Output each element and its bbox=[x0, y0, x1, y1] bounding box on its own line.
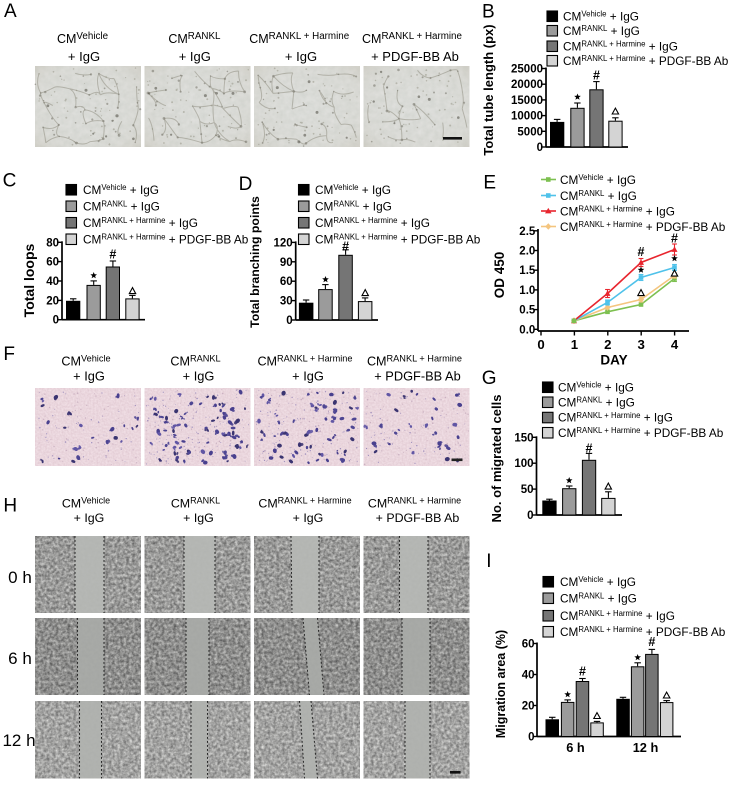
svg-text:2.5: 2.5 bbox=[519, 226, 536, 238]
svg-text:2.0: 2.0 bbox=[519, 246, 535, 258]
svg-text:+ IgG: + IgG bbox=[179, 49, 211, 64]
svg-text:40: 40 bbox=[46, 276, 59, 288]
svg-text:G: G bbox=[482, 368, 497, 389]
svg-text:#: # bbox=[579, 665, 586, 679]
svg-text:+ IgG: + IgG bbox=[68, 49, 100, 64]
svg-text:60: 60 bbox=[280, 276, 293, 288]
svg-text:5000: 5000 bbox=[517, 126, 543, 138]
svg-text:+ IgG: + IgG bbox=[292, 369, 324, 384]
svg-text:+ PDGF-BB Ab: + PDGF-BB Ab bbox=[376, 511, 460, 525]
svg-text:1.5: 1.5 bbox=[519, 265, 536, 277]
svg-text:Total loops: Total loops bbox=[21, 243, 37, 317]
svg-text:+ IgG: + IgG bbox=[74, 511, 105, 525]
svg-text:15000: 15000 bbox=[511, 95, 543, 107]
svg-text:E: E bbox=[483, 173, 496, 194]
svg-text:0: 0 bbox=[527, 510, 533, 522]
svg-text:2: 2 bbox=[604, 337, 611, 352]
svg-text:120: 120 bbox=[274, 237, 293, 249]
svg-text:40: 40 bbox=[522, 670, 535, 682]
svg-text:#: # bbox=[109, 248, 116, 262]
svg-text:1: 1 bbox=[571, 337, 578, 352]
svg-text:+ IgG: + IgG bbox=[285, 49, 317, 64]
svg-text:0.0: 0.0 bbox=[519, 324, 535, 336]
svg-text:+ IgG: + IgG bbox=[293, 511, 324, 525]
svg-text:4: 4 bbox=[671, 337, 679, 352]
svg-text:12 h: 12 h bbox=[633, 740, 659, 755]
svg-text:A: A bbox=[4, 1, 17, 22]
svg-text:20000: 20000 bbox=[511, 79, 543, 91]
svg-text:25000: 25000 bbox=[511, 64, 543, 76]
svg-text:+ IgG: + IgG bbox=[183, 369, 215, 384]
svg-text:1.0: 1.0 bbox=[519, 285, 535, 297]
svg-text:60: 60 bbox=[46, 257, 59, 269]
svg-text:Total tube length (px): Total tube length (px) bbox=[481, 24, 496, 155]
svg-text:C: C bbox=[3, 171, 17, 192]
svg-text:No. of migrated cells: No. of migrated cells bbox=[489, 395, 504, 523]
svg-text:#: # bbox=[648, 635, 655, 649]
svg-text:80: 80 bbox=[46, 237, 59, 249]
svg-text:+ PDGF-BB Ab: + PDGF-BB Ab bbox=[371, 49, 459, 64]
svg-text:20: 20 bbox=[46, 295, 59, 307]
svg-text:100: 100 bbox=[514, 458, 533, 470]
svg-text:#: # bbox=[586, 442, 593, 456]
svg-text:12 h: 12 h bbox=[2, 731, 35, 750]
svg-text:I: I bbox=[486, 551, 491, 572]
svg-text:+ PDGF-BB Ab: + PDGF-BB Ab bbox=[374, 369, 460, 384]
svg-text:#: # bbox=[638, 245, 645, 259]
svg-text:0: 0 bbox=[537, 337, 544, 352]
svg-text:150: 150 bbox=[514, 432, 533, 444]
svg-text:90: 90 bbox=[280, 257, 293, 269]
svg-text:H: H bbox=[3, 496, 17, 517]
svg-text:3: 3 bbox=[638, 337, 645, 352]
svg-text:CMVehicle + IgG: CMVehicle + IgG bbox=[83, 183, 159, 197]
svg-text:D: D bbox=[239, 174, 253, 195]
svg-text:#: # bbox=[671, 232, 678, 246]
svg-text:F: F bbox=[3, 344, 15, 365]
svg-text:0: 0 bbox=[528, 732, 534, 744]
svg-text:0: 0 bbox=[537, 142, 543, 154]
svg-text:50: 50 bbox=[521, 484, 534, 496]
svg-text:B: B bbox=[482, 2, 495, 23]
svg-text:0 h: 0 h bbox=[8, 568, 32, 587]
svg-text:20: 20 bbox=[522, 701, 535, 713]
svg-text:Total branching points: Total branching points bbox=[248, 196, 262, 328]
svg-text:OD 450: OD 450 bbox=[492, 252, 507, 299]
svg-text:10000: 10000 bbox=[511, 111, 543, 123]
svg-text:DAY: DAY bbox=[600, 353, 627, 368]
svg-text:CMRANKL + IgG: CMRANKL + IgG bbox=[563, 24, 640, 38]
svg-text:#: # bbox=[593, 69, 600, 83]
svg-text:Migration area (%): Migration area (%) bbox=[494, 630, 508, 738]
svg-text:CMRANKL + Harmine + PDGF-BB Ab: CMRANKL + Harmine + PDGF-BB Ab bbox=[315, 232, 481, 246]
svg-text:0.5: 0.5 bbox=[519, 305, 536, 317]
svg-text:6 h: 6 h bbox=[8, 649, 32, 668]
svg-text:6 h: 6 h bbox=[566, 740, 585, 755]
svg-text:#: # bbox=[342, 240, 349, 254]
svg-text:+ IgG: + IgG bbox=[183, 511, 214, 525]
svg-text:60: 60 bbox=[522, 639, 535, 651]
svg-text:30: 30 bbox=[280, 296, 293, 308]
svg-text:+ IgG: + IgG bbox=[73, 369, 105, 384]
svg-text:0: 0 bbox=[286, 315, 292, 327]
svg-text:0: 0 bbox=[53, 315, 59, 327]
